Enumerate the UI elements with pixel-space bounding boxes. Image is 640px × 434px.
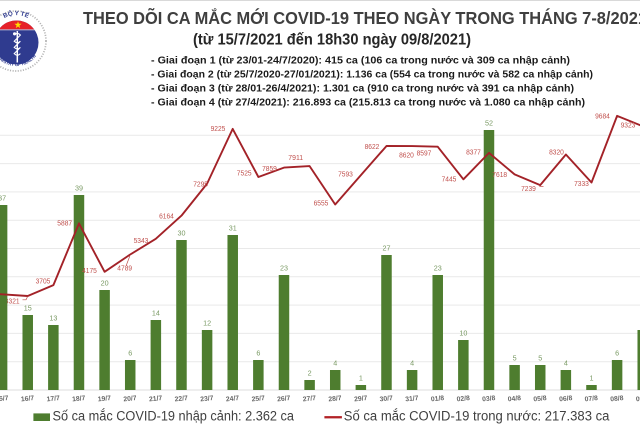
svg-text:7859: 7859 — [262, 164, 277, 173]
svg-text:6555: 6555 — [314, 198, 329, 207]
svg-text:31: 31 — [229, 223, 237, 232]
svg-text:5: 5 — [538, 353, 542, 362]
svg-text:3705: 3705 — [36, 276, 51, 285]
svg-text:7593: 7593 — [338, 169, 353, 178]
svg-text:27: 27 — [382, 243, 390, 252]
svg-text:THEO DÕI CA MẮC MỚI COVID-19 T: THEO DÕI CA MẮC MỚI COVID-19 THEO NGÀY T… — [83, 7, 640, 28]
svg-text:4: 4 — [564, 358, 568, 367]
svg-text:23: 23 — [280, 263, 288, 272]
svg-text:52: 52 — [485, 118, 493, 127]
svg-text:30: 30 — [177, 228, 185, 237]
svg-text:24/7: 24/7 — [226, 395, 240, 403]
svg-text:- Giai đoạn 2 (từ 25/7/2020-27: - Giai đoạn 2 (từ 25/7/2020-27/01/2021):… — [151, 70, 593, 81]
svg-text:4: 4 — [410, 358, 414, 367]
svg-text:25/7: 25/7 — [251, 395, 265, 403]
svg-text:12: 12 — [203, 318, 211, 327]
svg-text:1: 1 — [589, 373, 593, 382]
svg-text:13: 13 — [49, 313, 57, 322]
svg-text:05/8: 05/8 — [533, 395, 547, 403]
svg-text:6164: 6164 — [159, 212, 174, 221]
svg-text:01/8: 01/8 — [431, 395, 445, 403]
svg-text:20: 20 — [101, 278, 109, 287]
svg-text:8377: 8377 — [466, 148, 481, 157]
svg-text:7618: 7618 — [492, 170, 507, 179]
svg-text:6: 6 — [256, 348, 260, 357]
svg-text:6: 6 — [128, 348, 132, 357]
svg-text:02/8: 02/8 — [456, 395, 470, 403]
svg-text:23: 23 — [434, 263, 442, 272]
svg-text:- Giai đoạn 4 (từ 27/4/2021):: - Giai đoạn 4 (từ 27/4/2021): 216.893 ca… — [151, 98, 585, 109]
svg-text:30/7: 30/7 — [379, 395, 393, 403]
svg-text:09/8: 09/8 — [636, 395, 640, 403]
svg-text:BỘ Y TẾ: BỘ Y TẾ — [2, 9, 30, 20]
svg-text:08/8: 08/8 — [610, 395, 624, 403]
svg-text:07/8: 07/8 — [584, 395, 598, 403]
svg-text:15: 15 — [24, 303, 32, 312]
svg-text:1: 1 — [359, 373, 363, 382]
svg-text:7333: 7333 — [574, 179, 589, 188]
svg-text:18/7: 18/7 — [72, 395, 86, 403]
svg-text:27/7: 27/7 — [302, 395, 316, 403]
svg-text:7525: 7525 — [237, 168, 252, 177]
svg-text:Số ca mắc COVID-19 nhập cảnh:: Số ca mắc COVID-19 nhập cảnh: 2.362 ca — [53, 408, 295, 423]
svg-text:29/7: 29/7 — [354, 395, 368, 403]
svg-text:7239: 7239 — [521, 184, 536, 193]
svg-text:4175: 4175 — [82, 266, 97, 275]
svg-text:8597: 8597 — [417, 149, 432, 158]
svg-text:37: 37 — [0, 193, 6, 202]
svg-text:7911: 7911 — [288, 153, 303, 162]
svg-text:19/7: 19/7 — [97, 395, 111, 403]
svg-text:7445: 7445 — [442, 175, 457, 184]
svg-text:03/8: 03/8 — [482, 395, 496, 403]
svg-text:21/7: 21/7 — [149, 395, 163, 403]
svg-text:Số ca mắc COVID-19 trong nước:: Số ca mắc COVID-19 trong nước: 217.383 c… — [344, 408, 610, 423]
svg-text:28/7: 28/7 — [328, 395, 342, 403]
svg-text:5: 5 — [513, 353, 517, 362]
svg-text:26/7: 26/7 — [277, 395, 291, 403]
svg-text:3321: 3321 — [5, 297, 20, 306]
svg-text:5343: 5343 — [134, 236, 149, 245]
svg-text:23/7: 23/7 — [200, 395, 214, 403]
svg-text:- Giai đoạn 3 (từ 28/01-26/4/2: - Giai đoạn 3 (từ 28/01-26/4/2021): 1.30… — [151, 84, 574, 95]
svg-text:16/7: 16/7 — [21, 395, 35, 403]
svg-text:8320: 8320 — [549, 148, 564, 157]
svg-text:22/7: 22/7 — [174, 395, 188, 403]
svg-text:14: 14 — [152, 308, 160, 317]
svg-text:39: 39 — [75, 183, 83, 192]
svg-text:9684: 9684 — [595, 111, 610, 120]
svg-text:06/8: 06/8 — [559, 395, 573, 403]
svg-text:10: 10 — [459, 328, 467, 337]
svg-text:- Giai đoạn 1 (từ 23/01-24/7/2: - Giai đoạn 1 (từ 23/01-24/7/2020): 415 … — [151, 56, 570, 67]
svg-text:17/7: 17/7 — [46, 395, 60, 403]
svg-text:20/7: 20/7 — [123, 395, 137, 403]
svg-text:5887: 5887 — [57, 219, 72, 228]
svg-text:6: 6 — [615, 348, 619, 357]
svg-text:7295: 7295 — [193, 180, 208, 189]
svg-text:4: 4 — [333, 358, 337, 367]
svg-text:8622: 8622 — [365, 142, 380, 151]
svg-text:15/7: 15/7 — [0, 395, 9, 403]
svg-text:(từ 15/7/2021 đến 18h30 ngày 0: (từ 15/7/2021 đến 18h30 ngày 09/8/2021) — [193, 31, 471, 48]
svg-text:9225: 9225 — [211, 124, 226, 133]
svg-text:8620: 8620 — [399, 150, 414, 159]
svg-text:2: 2 — [308, 368, 312, 377]
svg-text:9323: 9323 — [621, 120, 636, 129]
svg-text:31/7: 31/7 — [405, 395, 419, 403]
svg-text:04/8: 04/8 — [507, 395, 521, 403]
svg-text:4789: 4789 — [117, 264, 132, 273]
